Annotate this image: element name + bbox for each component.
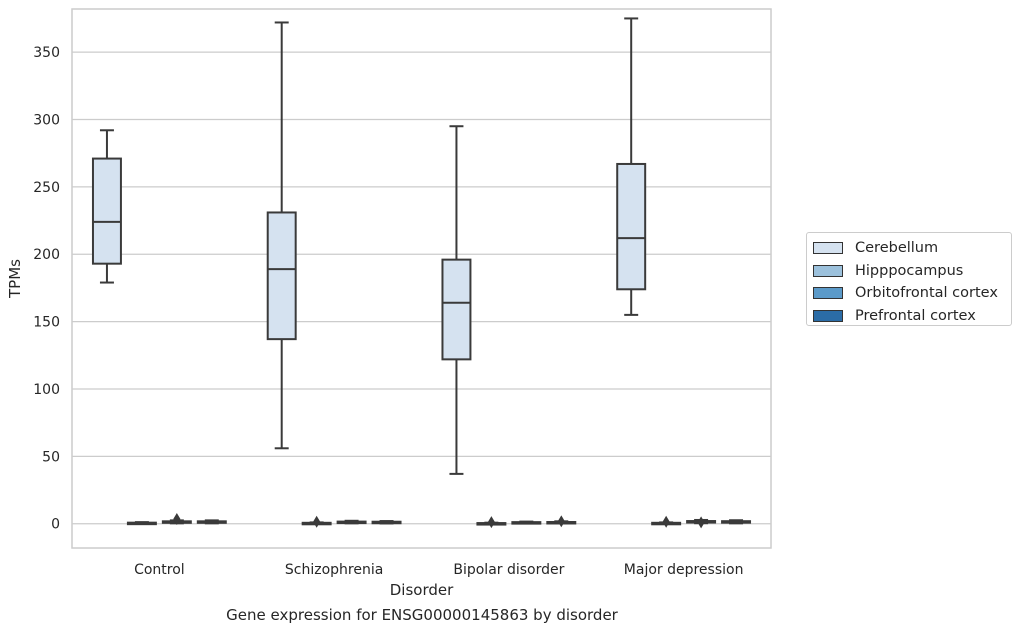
legend-swatch xyxy=(813,309,843,322)
y-tick-label: 50 xyxy=(42,449,60,465)
legend-item: Prefrontal cortex xyxy=(813,305,1011,328)
legend-item: Cerebellum xyxy=(813,237,1011,260)
y-tick-label: 250 xyxy=(33,180,60,196)
box-plot xyxy=(161,513,192,526)
box-plot xyxy=(721,519,752,525)
box-plot xyxy=(511,520,542,525)
box-plot xyxy=(301,515,332,528)
outlier-point xyxy=(697,516,705,529)
box-iqr xyxy=(91,157,122,265)
legend-item: Orbitofrontal cortex xyxy=(813,282,1011,305)
boxes xyxy=(91,17,752,529)
y-tick-label: 350 xyxy=(33,45,60,61)
y-tick-label: 300 xyxy=(33,112,60,128)
x-tick-labels: Control Schizophrenia Bipolar disorder Majo… xyxy=(134,562,743,578)
grid-lines xyxy=(72,51,771,525)
y-axis-label: TPMs xyxy=(6,259,24,299)
box-plot xyxy=(616,17,647,316)
legend-item: Hipppocampus xyxy=(813,260,1011,283)
outlier-point xyxy=(557,515,565,528)
y-tick-label: 200 xyxy=(33,247,60,263)
box-plot xyxy=(686,516,717,529)
outlier-point xyxy=(173,513,181,526)
x-tick-label: Control xyxy=(134,562,185,578)
box-iqr xyxy=(266,211,297,341)
outlier-point xyxy=(313,515,321,528)
outlier-point xyxy=(662,515,670,528)
box-plot xyxy=(266,21,297,450)
box-plot xyxy=(336,519,367,525)
box-iqr xyxy=(616,162,647,291)
plot-frame xyxy=(71,8,772,549)
y-tick-label: 0 xyxy=(51,517,60,533)
legend-swatch xyxy=(813,264,843,277)
box-plot xyxy=(546,515,577,528)
x-tick-label: Schizophrenia xyxy=(285,562,383,578)
y-tick-label: 100 xyxy=(33,382,60,398)
box-plot xyxy=(441,125,472,475)
legend-swatch xyxy=(813,242,843,255)
x-tick-label: Major depression xyxy=(624,562,744,578)
box-plot xyxy=(91,129,122,284)
y-tick-labels: 0 50 100 150 200 250 300 350 xyxy=(33,45,60,533)
box-plot xyxy=(476,516,507,529)
box-plot xyxy=(651,515,682,528)
legend-label: Prefrontal cortex xyxy=(855,307,976,324)
outlier-point xyxy=(487,516,495,529)
box-plot xyxy=(196,519,227,525)
chart-caption: Gene expression for ENSG00000145863 by d… xyxy=(226,606,618,624)
legend: Cerebellum Hipppocampus Orbitofrontal cort… xyxy=(806,232,1012,326)
y-tick-label: 150 xyxy=(33,315,60,331)
box-plot xyxy=(371,520,402,525)
legend-label: Orbitofrontal cortex xyxy=(855,285,998,302)
x-axis-label: Disorder xyxy=(390,581,454,599)
box-plot xyxy=(126,521,157,526)
box-iqr xyxy=(441,258,472,361)
x-tick-label: Bipolar disorder xyxy=(453,562,564,578)
legend-swatch xyxy=(813,287,843,300)
legend-label: Cerebellum xyxy=(855,240,939,257)
legend-label: Hipppocampus xyxy=(855,262,964,279)
